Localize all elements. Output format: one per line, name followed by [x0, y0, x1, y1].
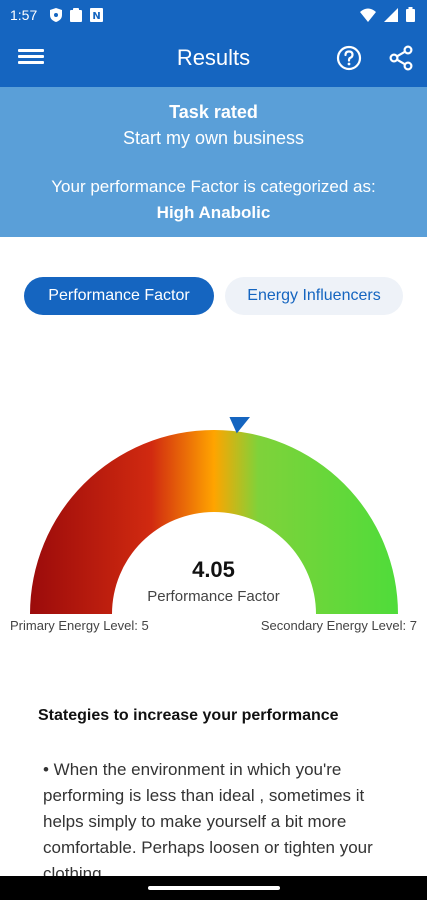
performance-value-label: Performance Factor: [147, 588, 280, 605]
tab-energy-influencers[interactable]: Energy Influencers: [225, 277, 403, 315]
performance-value: 4.05: [192, 557, 235, 582]
home-handle[interactable]: [148, 886, 280, 890]
shield-icon: [50, 8, 62, 22]
help-icon[interactable]: [336, 45, 362, 71]
task-name: Start my own business: [122, 128, 305, 148]
results-content: Performance Factor Energy Influencers 4.…: [0, 237, 427, 883]
status-right-icons: [360, 7, 415, 22]
result-summary: Task rated Start my own business Your pe…: [0, 87, 427, 237]
signal-icon: [384, 7, 398, 22]
gauge-pointer: [229, 417, 250, 434]
category-value: High Anabolic: [156, 203, 271, 222]
app-bar: Results: [0, 30, 427, 87]
category-prompt: Your performance Factor is categorized a…: [51, 177, 376, 196]
clipboard-icon: [70, 8, 82, 22]
tab-performance-factor[interactable]: Performance Factor: [24, 277, 214, 315]
strategies-text: • When the environment in which you're p…: [43, 760, 373, 883]
system-nav-bar: [0, 876, 427, 900]
page-title: Results: [176, 45, 251, 70]
svg-text:N: N: [92, 11, 100, 22]
status-left-icons: N: [50, 8, 103, 22]
wifi-icon: [360, 8, 376, 22]
menu-icon[interactable]: [18, 46, 44, 70]
gauge-arc: [30, 430, 398, 614]
share-icon[interactable]: [387, 44, 415, 72]
status-time: 1:57: [10, 7, 38, 23]
performance-gauge: [30, 417, 398, 614]
battery-icon: [406, 7, 415, 22]
secondary-energy-level: Secondary Energy Level: 7: [260, 618, 417, 633]
app-notification-icon: N: [90, 8, 103, 22]
status-bar: 1:57 N: [0, 0, 427, 30]
strategies-title: Stategies to increase your performance: [38, 707, 339, 724]
task-rated-label: Task rated: [169, 102, 258, 122]
primary-energy-level: Primary Energy Level: 5: [10, 618, 149, 633]
